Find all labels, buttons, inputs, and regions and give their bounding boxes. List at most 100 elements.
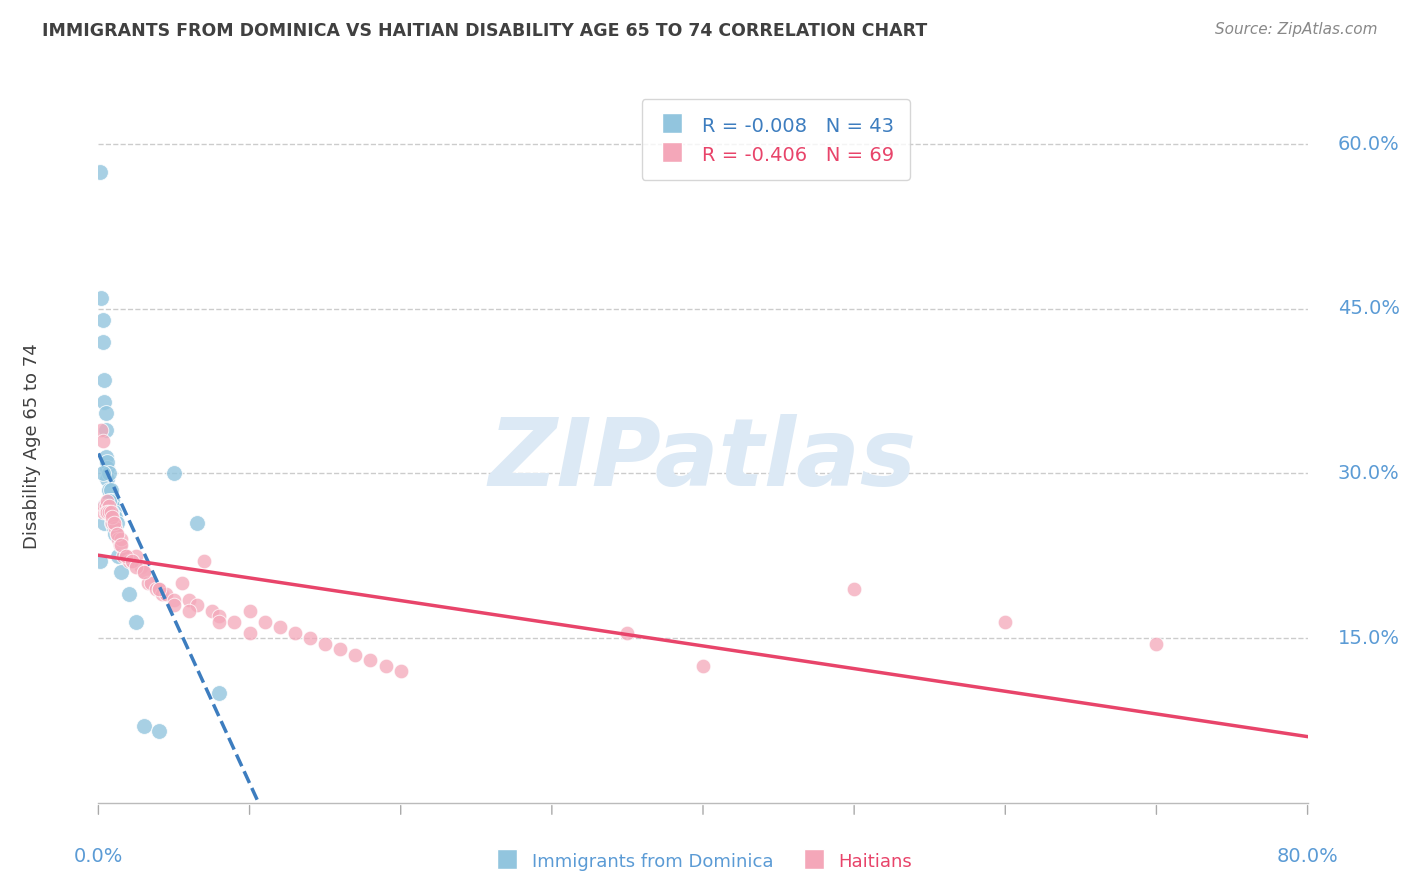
Point	[98, 467, 121, 481]
Point	[110, 533, 132, 547]
Point	[98, 494, 121, 508]
Point	[125, 615, 148, 629]
Point	[132, 719, 155, 733]
Point	[994, 615, 1017, 629]
Point	[125, 549, 148, 563]
Point	[91, 312, 114, 326]
Point	[93, 500, 115, 514]
Point	[89, 164, 111, 178]
Point	[141, 576, 163, 591]
Point	[150, 587, 173, 601]
Text: ZIPatlas: ZIPatlas	[489, 414, 917, 507]
Point	[163, 467, 186, 481]
Point	[104, 526, 127, 541]
Point	[101, 500, 124, 514]
Point	[100, 483, 122, 497]
Point	[94, 500, 117, 514]
Point	[177, 592, 201, 607]
Point	[98, 483, 121, 497]
Point	[98, 494, 121, 508]
Point	[110, 566, 132, 580]
Point	[177, 604, 201, 618]
Point	[208, 686, 231, 700]
Point	[103, 516, 125, 530]
Point	[90, 291, 112, 305]
Point	[118, 554, 141, 568]
Point	[103, 505, 125, 519]
Point	[284, 625, 307, 640]
Point	[1144, 637, 1167, 651]
Point	[101, 494, 124, 508]
Point	[96, 455, 118, 469]
Point	[844, 582, 866, 596]
Point	[94, 450, 117, 464]
Point	[132, 566, 155, 580]
Point	[91, 467, 114, 481]
Point	[94, 423, 117, 437]
Point	[114, 549, 136, 563]
Point	[98, 505, 121, 519]
Point	[111, 549, 134, 563]
Point	[107, 533, 129, 547]
Point	[100, 494, 122, 508]
Point	[101, 516, 124, 530]
Point	[107, 549, 129, 563]
Point	[93, 516, 115, 530]
Point	[118, 587, 141, 601]
Point	[103, 516, 125, 530]
Point	[104, 521, 127, 535]
Point	[91, 334, 114, 349]
Point	[186, 516, 208, 530]
Point	[329, 642, 352, 657]
Point	[110, 538, 132, 552]
Point	[239, 625, 262, 640]
Point	[145, 582, 167, 596]
Point	[148, 724, 170, 739]
Point	[101, 510, 124, 524]
Point	[100, 505, 122, 519]
Point	[125, 559, 148, 574]
Point	[208, 615, 231, 629]
Point	[90, 423, 112, 437]
Point	[96, 472, 118, 486]
Point	[105, 516, 128, 530]
Point	[98, 500, 121, 514]
Point	[148, 582, 170, 596]
Point	[132, 566, 155, 580]
Point	[186, 598, 208, 612]
Point	[201, 604, 224, 618]
Text: 80.0%: 80.0%	[1277, 847, 1339, 866]
Point	[374, 658, 396, 673]
Point	[93, 395, 115, 409]
Text: 60.0%: 60.0%	[1339, 135, 1399, 153]
Text: IMMIGRANTS FROM DOMINICA VS HAITIAN DISABILITY AGE 65 TO 74 CORRELATION CHART: IMMIGRANTS FROM DOMINICA VS HAITIAN DISA…	[42, 22, 928, 40]
Text: Disability Age 65 to 74: Disability Age 65 to 74	[22, 343, 41, 549]
Point	[360, 653, 382, 667]
Point	[208, 609, 231, 624]
Legend: Immigrants from Dominica, Haitians: Immigrants from Dominica, Haitians	[486, 844, 920, 879]
Legend: R = -0.008   N = 43, R = -0.406   N = 69: R = -0.008 N = 43, R = -0.406 N = 69	[641, 99, 910, 180]
Point	[114, 549, 136, 563]
Point	[93, 373, 115, 387]
Point	[94, 505, 117, 519]
Point	[692, 658, 714, 673]
Text: 45.0%: 45.0%	[1339, 300, 1400, 318]
Point	[121, 554, 143, 568]
Point	[96, 494, 118, 508]
Point	[163, 598, 186, 612]
Point	[89, 554, 111, 568]
Point	[193, 554, 215, 568]
Point	[163, 592, 186, 607]
Point	[389, 664, 412, 678]
Point	[100, 510, 122, 524]
Point	[94, 500, 117, 514]
Point	[148, 582, 170, 596]
Point	[269, 620, 291, 634]
Point	[104, 510, 127, 524]
Point	[108, 538, 131, 552]
Point	[96, 505, 118, 519]
Point	[91, 505, 114, 519]
Point	[155, 587, 177, 601]
Point	[170, 576, 193, 591]
Point	[93, 500, 115, 514]
